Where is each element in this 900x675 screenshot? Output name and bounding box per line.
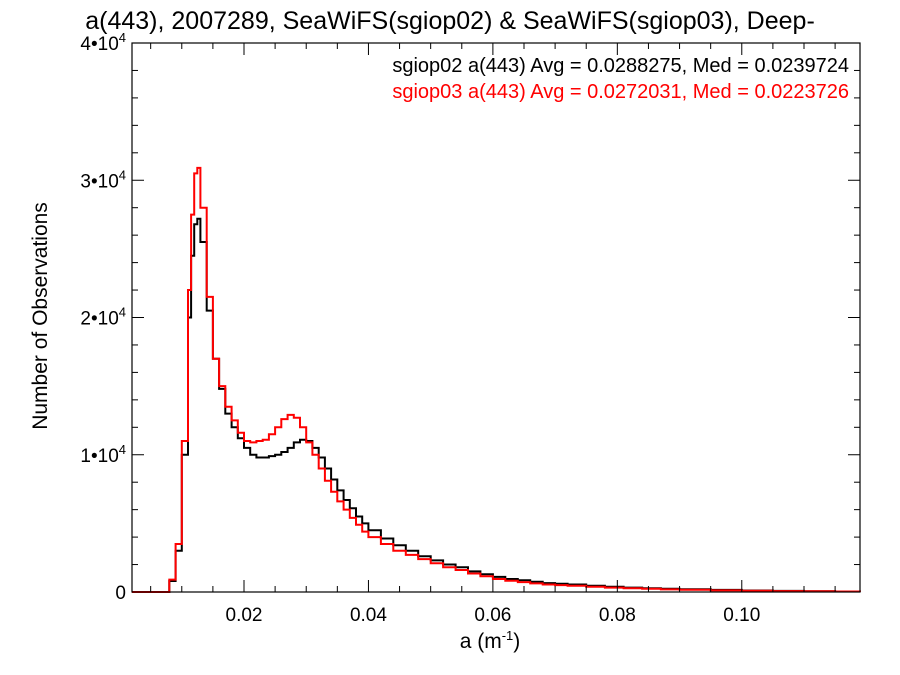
y-tick-label: 2•104 bbox=[80, 305, 126, 330]
plot-area: 0.02 0.04 0.06 0.08 0.10 0 1•104 2•104 3•104 4•10… bbox=[80, 30, 861, 626]
x-tick-label: 0.08 bbox=[599, 605, 636, 626]
series-group bbox=[132, 166, 861, 593]
x-axis-label: a (m-1) bbox=[460, 628, 521, 653]
x-axis-label-close: ) bbox=[513, 630, 520, 653]
series-line-sgiop02 bbox=[132, 217, 861, 593]
chart-title: a(443), 2007289, SeaWiFS(sgiop02) & SeaW… bbox=[85, 7, 815, 35]
plot-frame bbox=[131, 42, 861, 593]
x-tick-label: 0.02 bbox=[226, 605, 263, 626]
x-tick-label: 0.06 bbox=[474, 605, 511, 626]
x-tick-label: 0.04 bbox=[350, 605, 387, 626]
y-tick-label: 0 bbox=[115, 583, 126, 604]
y-axis-label: Number of Observations bbox=[29, 202, 52, 430]
x-axis-label-text: a (m bbox=[460, 630, 502, 653]
x-axis-label-exponent: -1 bbox=[502, 628, 514, 643]
series-line-sgiop03 bbox=[132, 166, 861, 593]
axis-ticks: 0.02 0.04 0.06 0.08 0.10 0 1•104 2•104 3•104 4•10… bbox=[80, 30, 860, 626]
y-tick-label: 1•104 bbox=[80, 442, 126, 467]
y-tick-label: 4•104 bbox=[80, 30, 126, 55]
legend-sgiop02: sgiop02 a(443) Avg = 0.0288275, Med = 0.… bbox=[392, 55, 849, 77]
y-tick-label: 3•104 bbox=[80, 167, 126, 192]
x-tick-label: 0.10 bbox=[723, 605, 760, 626]
legend-sgiop03: sgiop03 a(443) Avg = 0.0272031, Med = 0.… bbox=[392, 81, 849, 103]
